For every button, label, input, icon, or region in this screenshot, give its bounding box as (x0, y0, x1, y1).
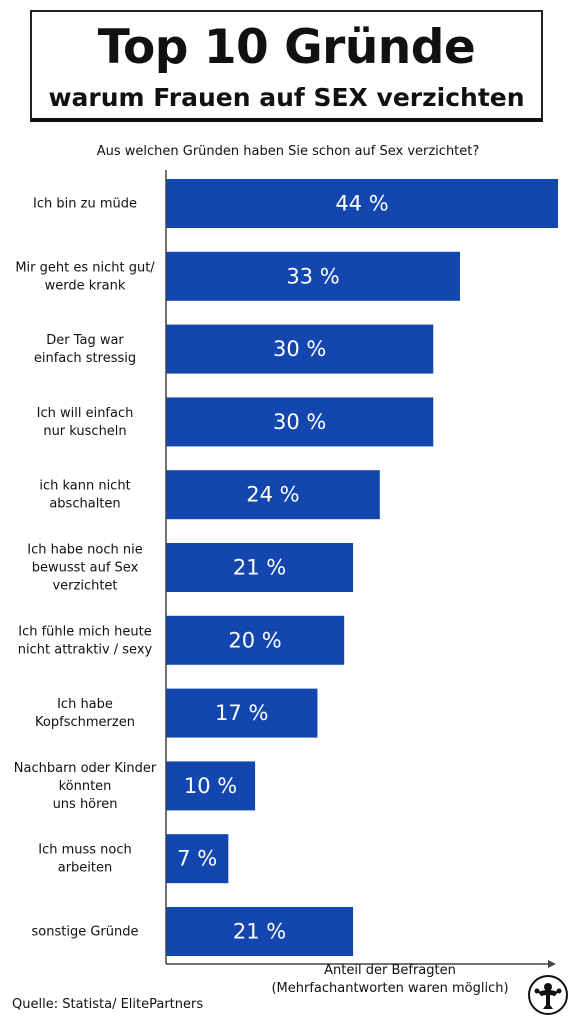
title-box: Top 10 Gründe warum Frauen auf SEX verzi… (30, 10, 543, 122)
source-note: Quelle: Statista/ ElitePartners (12, 997, 204, 1012)
bar (166, 397, 434, 447)
category-label: Ich habe Kopfschmerzen (35, 697, 135, 730)
bar (166, 761, 256, 811)
value-label: 33 % (286, 264, 339, 288)
chart-subtitle: warum Frauen auf SEX verzichten (48, 83, 525, 112)
x-axis-title-line2: (Mehrfachantworten waren möglich) (271, 981, 509, 996)
bar (166, 543, 354, 592)
value-label: 20 % (228, 628, 281, 652)
value-label: 21 % (233, 920, 286, 944)
bar (166, 834, 229, 884)
value-label: 10 % (184, 774, 237, 798)
x-axis-arrow (548, 960, 556, 968)
value-label: 24 % (246, 483, 299, 507)
category-label: Nachbarn oder Kinder könnten uns hören (14, 761, 157, 812)
bar-chart: 44 % Ich bin zu müde 33 % Mir geht es nicht… (14, 170, 558, 968)
value-label: 17 % (215, 701, 268, 725)
bar (166, 470, 380, 520)
value-label: 7 % (177, 847, 217, 871)
bar (166, 251, 460, 301)
category-label: sonstige Gründe (32, 925, 139, 940)
category-label: Ich habe noch nie bewusst auf Sex verzicht… (27, 543, 143, 594)
value-label: 30 % (273, 337, 326, 361)
category-label: ich kann nicht abschalten (39, 479, 130, 512)
x-axis-title-line1: Anteil der Befragten (324, 963, 456, 978)
category-label: Ich fühle mich heute nicht attraktiv / se… (18, 624, 153, 657)
bar (166, 324, 434, 374)
value-label: 21 % (233, 556, 286, 580)
bar (166, 179, 558, 228)
value-label: 44 % (335, 192, 388, 216)
bar (166, 907, 354, 956)
chart-title: Top 10 Gründe (97, 20, 476, 75)
category-label: Ich muss noch arbeiten (38, 843, 132, 876)
survey-question: Aus welchen Gründen haben Sie schon auf … (96, 144, 480, 159)
category-label: Ich bin zu müde (33, 197, 137, 212)
category-label: Mir geht es nicht gut/werde krank (15, 260, 155, 293)
value-label: 30 % (273, 410, 326, 434)
category-label: Ich will einfach nur kuscheln (37, 406, 134, 439)
bar (166, 615, 345, 665)
category-label: Der Tag war einfach stressig (34, 333, 136, 366)
bar (166, 688, 318, 738)
x-axis-title: Anteil der Befragten (Mehrfachantworten … (250, 962, 530, 998)
mascot-logo-icon (528, 975, 568, 1015)
